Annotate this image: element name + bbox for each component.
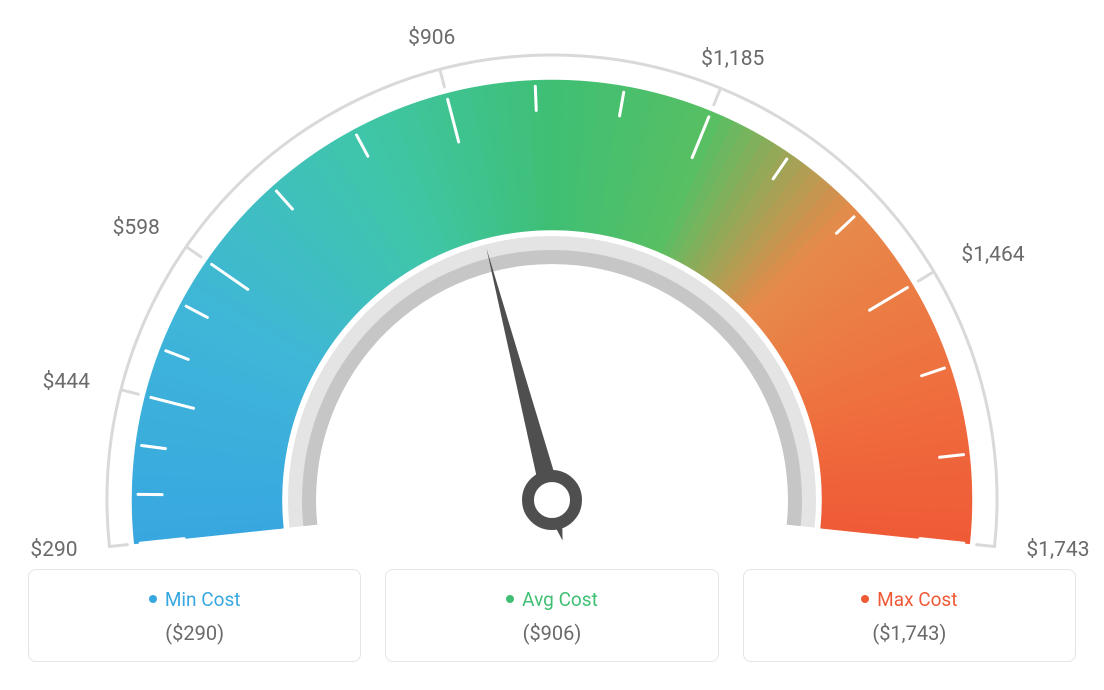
legend-card-avg: Avg Cost ($906) bbox=[385, 569, 718, 662]
legend-title-max-text: Max Cost bbox=[877, 588, 957, 611]
gauge-tick-label: $1,185 bbox=[693, 47, 773, 71]
dot-icon bbox=[506, 595, 514, 603]
legend-title-min-text: Min Cost bbox=[165, 588, 241, 611]
legend-title-avg: Avg Cost bbox=[396, 588, 707, 611]
legend-row: Min Cost ($290) Avg Cost ($906) Max Cost… bbox=[28, 569, 1076, 662]
gauge-chart: $290 $444 $598 $906 $1,185 $1,464 $1,743 bbox=[0, 0, 1104, 560]
gauge-tick-label: $1,464 bbox=[961, 243, 1024, 267]
legend-card-max: Max Cost ($1,743) bbox=[743, 569, 1076, 662]
gauge-tick-label: $598 bbox=[90, 216, 160, 240]
legend-value-min: ($290) bbox=[39, 621, 350, 645]
dot-icon bbox=[861, 595, 869, 603]
gauge-tick-label: $1,743 bbox=[1026, 538, 1089, 562]
gauge-tick-label: $906 bbox=[392, 26, 472, 50]
legend-title-max: Max Cost bbox=[754, 588, 1065, 611]
legend-title-min: Min Cost bbox=[39, 588, 350, 611]
legend-title-avg-text: Avg Cost bbox=[522, 588, 598, 611]
dot-icon bbox=[149, 595, 157, 603]
legend-value-max: ($1,743) bbox=[754, 621, 1065, 645]
gauge-tick-label: $290 bbox=[8, 538, 78, 562]
gauge-svg bbox=[0, 0, 1104, 560]
gauge-tick-label: $444 bbox=[20, 370, 90, 394]
legend-value-avg: ($906) bbox=[396, 621, 707, 645]
legend-card-min: Min Cost ($290) bbox=[28, 569, 361, 662]
